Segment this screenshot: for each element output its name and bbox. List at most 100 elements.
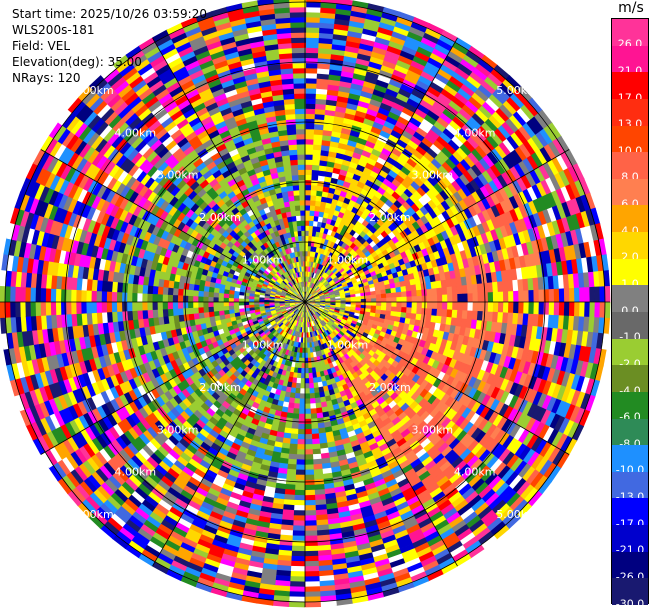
velocity-gate xyxy=(309,220,314,227)
velocity-gate xyxy=(339,267,345,274)
velocity-gate xyxy=(311,266,315,273)
velocity-gate xyxy=(395,120,408,131)
velocity-gate xyxy=(516,107,532,124)
velocity-gate xyxy=(389,35,407,47)
velocity-gate xyxy=(292,408,300,415)
velocity-gate xyxy=(452,165,464,178)
velocity-gate xyxy=(528,302,535,315)
velocity-gate xyxy=(295,474,305,481)
velocity-gate xyxy=(433,120,447,133)
velocity-gate xyxy=(324,267,330,274)
velocity-gate xyxy=(309,210,315,217)
velocity-gate xyxy=(374,36,391,47)
velocity-gate xyxy=(441,287,448,296)
velocity-gate xyxy=(291,530,305,537)
velocity-gate xyxy=(454,131,468,145)
velocity-gate xyxy=(361,33,378,42)
velocity-gate xyxy=(305,215,310,221)
velocity-gate xyxy=(304,383,310,389)
velocity-gate xyxy=(579,302,585,318)
velocity-gate xyxy=(334,204,342,212)
velocity-gate xyxy=(311,289,315,295)
velocity-gate xyxy=(513,89,529,106)
velocity-gate xyxy=(323,212,330,219)
velocity-gate xyxy=(469,179,481,192)
velocity-gate xyxy=(333,188,342,196)
velocity-gate xyxy=(411,290,418,297)
velocity-gate xyxy=(449,120,463,133)
velocity-gate xyxy=(431,196,442,207)
velocity-gate xyxy=(452,116,466,129)
velocity-gate xyxy=(307,255,310,262)
velocity-gate xyxy=(482,138,496,153)
velocity-gate xyxy=(369,98,383,108)
velocity-gate xyxy=(304,459,314,466)
velocity-gate xyxy=(442,59,459,73)
velocity-gate xyxy=(354,262,361,269)
velocity-gate xyxy=(401,130,414,141)
velocity-gate xyxy=(315,231,321,238)
velocity-gate xyxy=(358,132,370,141)
velocity-gate xyxy=(308,281,311,288)
velocity-gate xyxy=(387,83,402,94)
velocity-gate xyxy=(305,22,321,28)
velocity-gate xyxy=(399,111,413,122)
velocity-gate xyxy=(403,209,413,220)
velocity-gate xyxy=(316,226,322,233)
velocity-gate xyxy=(365,302,372,306)
velocity-gate xyxy=(324,207,331,214)
velocity-gate xyxy=(297,423,305,430)
velocity-gate xyxy=(411,212,421,222)
velocity-gate xyxy=(385,173,396,184)
velocity-gate xyxy=(303,560,319,567)
velocity-gate xyxy=(300,378,305,384)
velocity-gate xyxy=(444,143,457,156)
velocity-gate xyxy=(442,294,448,303)
velocity-gate xyxy=(322,266,328,273)
velocity-gate xyxy=(307,245,312,252)
velocity-gate xyxy=(306,261,310,267)
velocity-gate xyxy=(319,27,335,35)
velocity-gate xyxy=(309,251,314,257)
velocity-gate xyxy=(517,86,533,103)
velocity-gate xyxy=(315,200,322,207)
velocity-gate xyxy=(422,32,441,45)
velocity-gate xyxy=(305,184,312,191)
velocity-gate xyxy=(312,448,321,455)
velocity-gate xyxy=(348,263,355,270)
velocity-gate xyxy=(329,280,336,286)
velocity-gate xyxy=(456,162,468,175)
velocity-gate xyxy=(457,302,463,311)
velocity-gate xyxy=(304,545,319,552)
velocity-gate xyxy=(487,302,494,313)
velocity-gate xyxy=(446,80,462,93)
velocity-gate xyxy=(336,227,343,235)
velocity-gate xyxy=(509,93,526,109)
velocity-gate xyxy=(584,302,591,319)
velocity-gate xyxy=(401,291,407,298)
velocity-gate xyxy=(548,302,555,317)
velocity-gate xyxy=(423,151,436,163)
velocity-gate xyxy=(497,291,504,303)
velocity-gate xyxy=(391,191,401,201)
velocity-gate xyxy=(393,199,403,209)
velocity-gate xyxy=(310,261,314,268)
velocity-gate xyxy=(390,73,406,85)
velocity-gate xyxy=(399,134,412,145)
velocity-gate xyxy=(396,296,402,303)
velocity-gate xyxy=(323,249,329,256)
velocity-gate xyxy=(350,82,364,92)
velocity-gate xyxy=(391,101,406,113)
velocity-gate xyxy=(323,280,328,286)
velocity-gate xyxy=(308,294,314,299)
velocity-gate xyxy=(410,180,421,191)
velocity-gate xyxy=(367,3,386,13)
velocity-gate xyxy=(454,91,470,106)
velocity-gate xyxy=(327,84,341,92)
velocity-gate xyxy=(478,105,493,120)
velocity-gate xyxy=(338,240,345,247)
velocity-gate xyxy=(309,295,314,299)
velocity-gate xyxy=(363,23,380,33)
velocity-gate xyxy=(497,302,504,314)
velocity-gate xyxy=(304,449,313,455)
